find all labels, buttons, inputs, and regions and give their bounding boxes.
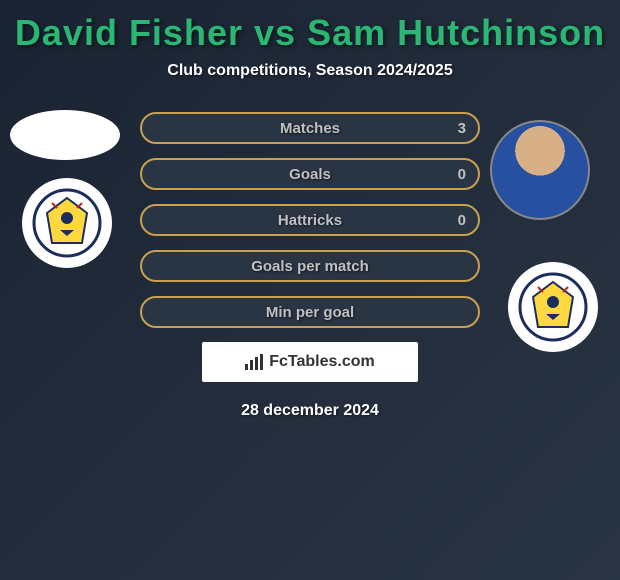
date-text: 28 december 2024 xyxy=(0,402,620,420)
brand-text: FcTables.com xyxy=(269,353,375,371)
player1-avatar xyxy=(10,110,120,160)
player1-name: David Fisher xyxy=(15,12,243,53)
player1-club-logo xyxy=(22,178,112,268)
stat-label: Hattricks xyxy=(278,212,342,229)
stat-right-value: 0 xyxy=(458,212,466,229)
stat-bar: Goals 0 xyxy=(140,158,480,190)
footer-brand: FcTables.com xyxy=(245,353,375,371)
stat-label: Goals xyxy=(289,166,331,183)
subtitle: Club competitions, Season 2024/2025 xyxy=(0,62,620,80)
club-crest-icon xyxy=(32,188,102,258)
club-crest-icon xyxy=(518,272,588,342)
player2-club-logo xyxy=(508,262,598,352)
stat-label: Goals per match xyxy=(251,258,369,275)
vs-text: vs xyxy=(254,12,296,53)
stat-right-value: 3 xyxy=(458,120,466,137)
footer-banner: FcTables.com xyxy=(202,342,418,382)
player2-name: Sam Hutchinson xyxy=(307,12,605,53)
comparison-title: David Fisher vs Sam Hutchinson xyxy=(0,0,620,54)
player2-avatar xyxy=(490,120,590,220)
stats-container: Matches 3 Goals 0 Hattricks 0 Goals per … xyxy=(140,112,480,328)
chart-icon xyxy=(245,354,265,370)
stat-bar: Hattricks 0 xyxy=(140,204,480,236)
stat-label: Min per goal xyxy=(266,304,354,321)
stat-right-value: 0 xyxy=(458,166,466,183)
stat-bar: Goals per match xyxy=(140,250,480,282)
stat-bar: Matches 3 xyxy=(140,112,480,144)
stat-label: Matches xyxy=(280,120,340,137)
stat-bar: Min per goal xyxy=(140,296,480,328)
